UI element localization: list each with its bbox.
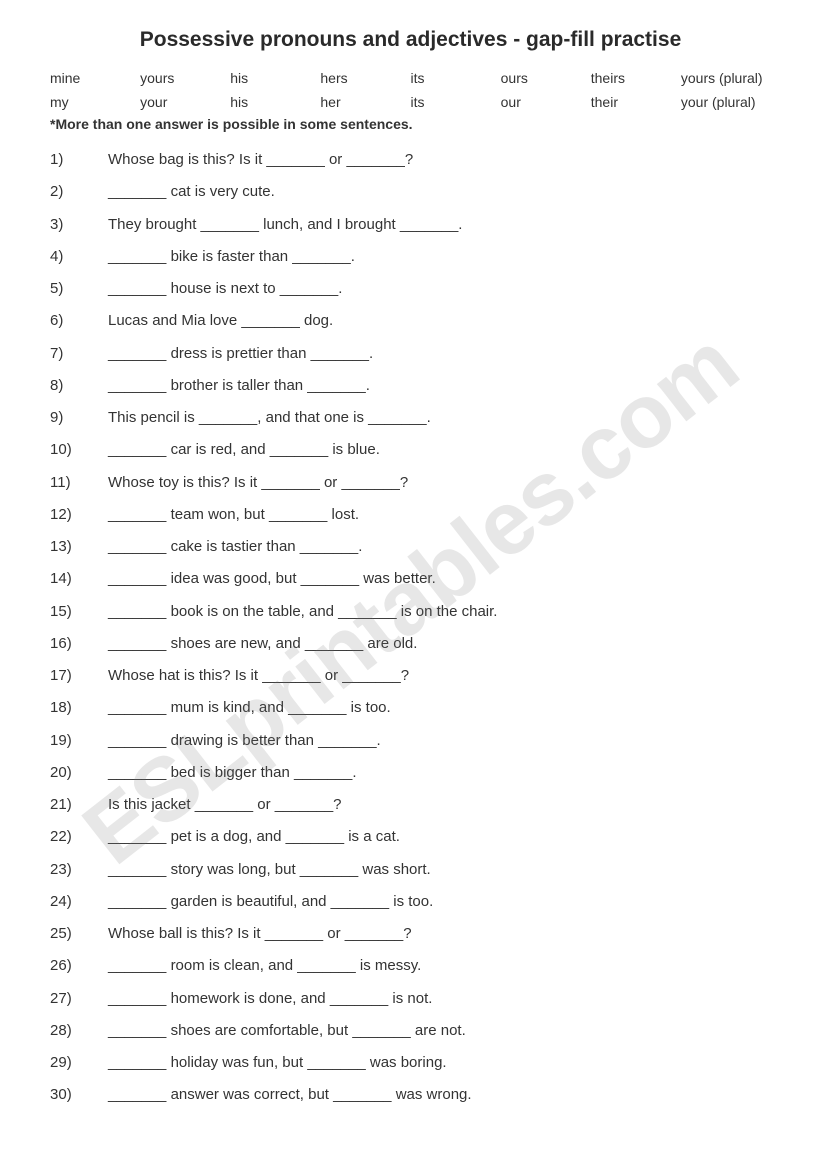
question-item: _______ mum is kind, and _______ is too. [50, 692, 771, 724]
wb-cell: yours (plural) [681, 68, 771, 88]
question-item: _______ pet is a dog, and _______ is a c… [50, 821, 771, 853]
wb-cell: ours [501, 68, 591, 88]
question-item: _______ story was long, but _______ was … [50, 854, 771, 886]
question-item: _______ book is on the table, and ______… [50, 596, 771, 628]
question-item: _______ team won, but _______ lost. [50, 499, 771, 531]
question-text: _______ shoes are comfortable, but _____… [108, 1021, 466, 1041]
question-text: _______ bed is bigger than _______. [108, 763, 357, 783]
question-text: _______ idea was good, but _______ was b… [108, 569, 436, 589]
wb-cell: its [411, 68, 501, 88]
question-item: Lucas and Mia love _______ dog. [50, 305, 771, 337]
question-text: _______ car is red, and _______ is blue. [108, 440, 380, 460]
question-text: _______ bike is faster than _______. [108, 247, 355, 267]
wb-cell: its [411, 92, 501, 112]
question-item: Whose toy is this? Is it _______ or ____… [50, 467, 771, 499]
question-text: _______ garden is beautiful, and _______… [108, 892, 433, 912]
question-text: _______ shoes are new, and _______ are o… [108, 634, 417, 654]
question-item: _______ homework is done, and _______ is… [50, 983, 771, 1015]
question-text: Lucas and Mia love _______ dog. [108, 311, 333, 331]
question-text: _______ room is clean, and _______ is me… [108, 956, 421, 976]
question-item: _______ bike is faster than _______. [50, 241, 771, 273]
wb-cell: yours [140, 68, 230, 88]
question-text: _______ dress is prettier than _______. [108, 344, 373, 364]
question-item: _______ drawing is better than _______. [50, 725, 771, 757]
question-text: Whose hat is this? Is it _______ or ____… [108, 666, 409, 686]
wb-cell: our [501, 92, 591, 112]
question-item: _______ car is red, and _______ is blue. [50, 434, 771, 466]
question-text: They brought _______ lunch, and I brough… [108, 215, 462, 235]
question-item: _______ idea was good, but _______ was b… [50, 563, 771, 595]
instruction-note: *More than one answer is possible in som… [50, 116, 771, 132]
question-text: _______ brother is taller than _______. [108, 376, 370, 396]
question-text: Whose bag is this? Is it _______ or ____… [108, 150, 413, 170]
question-item: _______ dress is prettier than _______. [50, 338, 771, 370]
wb-cell: their [591, 92, 681, 112]
wb-cell: his [230, 68, 320, 88]
wb-cell: your (plural) [681, 92, 771, 112]
question-item: _______ cat is very cute. [50, 176, 771, 208]
question-text: _______ mum is kind, and _______ is too. [108, 698, 391, 718]
question-item: Whose bag is this? Is it _______ or ____… [50, 144, 771, 176]
question-text: _______ book is on the table, and ______… [108, 602, 497, 622]
question-item: _______ shoes are comfortable, but _____… [50, 1015, 771, 1047]
wb-cell: her [320, 92, 410, 112]
question-item: _______ brother is taller than _______. [50, 370, 771, 402]
question-text: _______ homework is done, and _______ is… [108, 989, 432, 1009]
question-item: _______ garden is beautiful, and _______… [50, 886, 771, 918]
question-text: _______ house is next to _______. [108, 279, 342, 299]
question-text: _______ cat is very cute. [108, 182, 275, 202]
question-text: _______ answer was correct, but _______ … [108, 1085, 472, 1105]
question-item: _______ holiday was fun, but _______ was… [50, 1047, 771, 1079]
page-title: Possessive pronouns and adjectives - gap… [50, 28, 771, 52]
question-text: _______ story was long, but _______ was … [108, 860, 431, 880]
question-text: Is this jacket _______ or _______? [108, 795, 342, 815]
question-text: Whose ball is this? Is it _______ or ___… [108, 924, 412, 944]
wb-cell: your [140, 92, 230, 112]
question-item: _______ bed is bigger than _______. [50, 757, 771, 789]
question-item: Whose hat is this? Is it _______ or ____… [50, 660, 771, 692]
question-item: _______ house is next to _______. [50, 273, 771, 305]
question-text: _______ drawing is better than _______. [108, 731, 381, 751]
question-item: Whose ball is this? Is it _______ or ___… [50, 918, 771, 950]
question-item: _______ room is clean, and _______ is me… [50, 950, 771, 982]
wb-cell: theirs [591, 68, 681, 88]
question-item: They brought _______ lunch, and I brough… [50, 209, 771, 241]
word-bank-row-2: my your his her its our their your (plur… [50, 92, 771, 112]
question-item: _______ cake is tastier than _______. [50, 531, 771, 563]
question-text: _______ cake is tastier than _______. [108, 537, 362, 557]
question-text: _______ team won, but _______ lost. [108, 505, 359, 525]
wb-cell: hers [320, 68, 410, 88]
question-item: _______ shoes are new, and _______ are o… [50, 628, 771, 660]
worksheet-page: Possessive pronouns and adjectives - gap… [0, 0, 821, 1152]
question-text: _______ holiday was fun, but _______ was… [108, 1053, 447, 1073]
word-bank-row-1: mine yours his hers its ours theirs your… [50, 68, 771, 88]
wb-cell: my [50, 92, 140, 112]
wb-cell: his [230, 92, 320, 112]
question-text: This pencil is _______, and that one is … [108, 408, 431, 428]
question-item: _______ answer was correct, but _______ … [50, 1079, 771, 1111]
question-item: This pencil is _______, and that one is … [50, 402, 771, 434]
question-text: Whose toy is this? Is it _______ or ____… [108, 473, 408, 493]
question-list: Whose bag is this? Is it _______ or ____… [50, 144, 771, 1112]
question-item: Is this jacket _______ or _______? [50, 789, 771, 821]
question-text: _______ pet is a dog, and _______ is a c… [108, 827, 400, 847]
wb-cell: mine [50, 68, 140, 88]
